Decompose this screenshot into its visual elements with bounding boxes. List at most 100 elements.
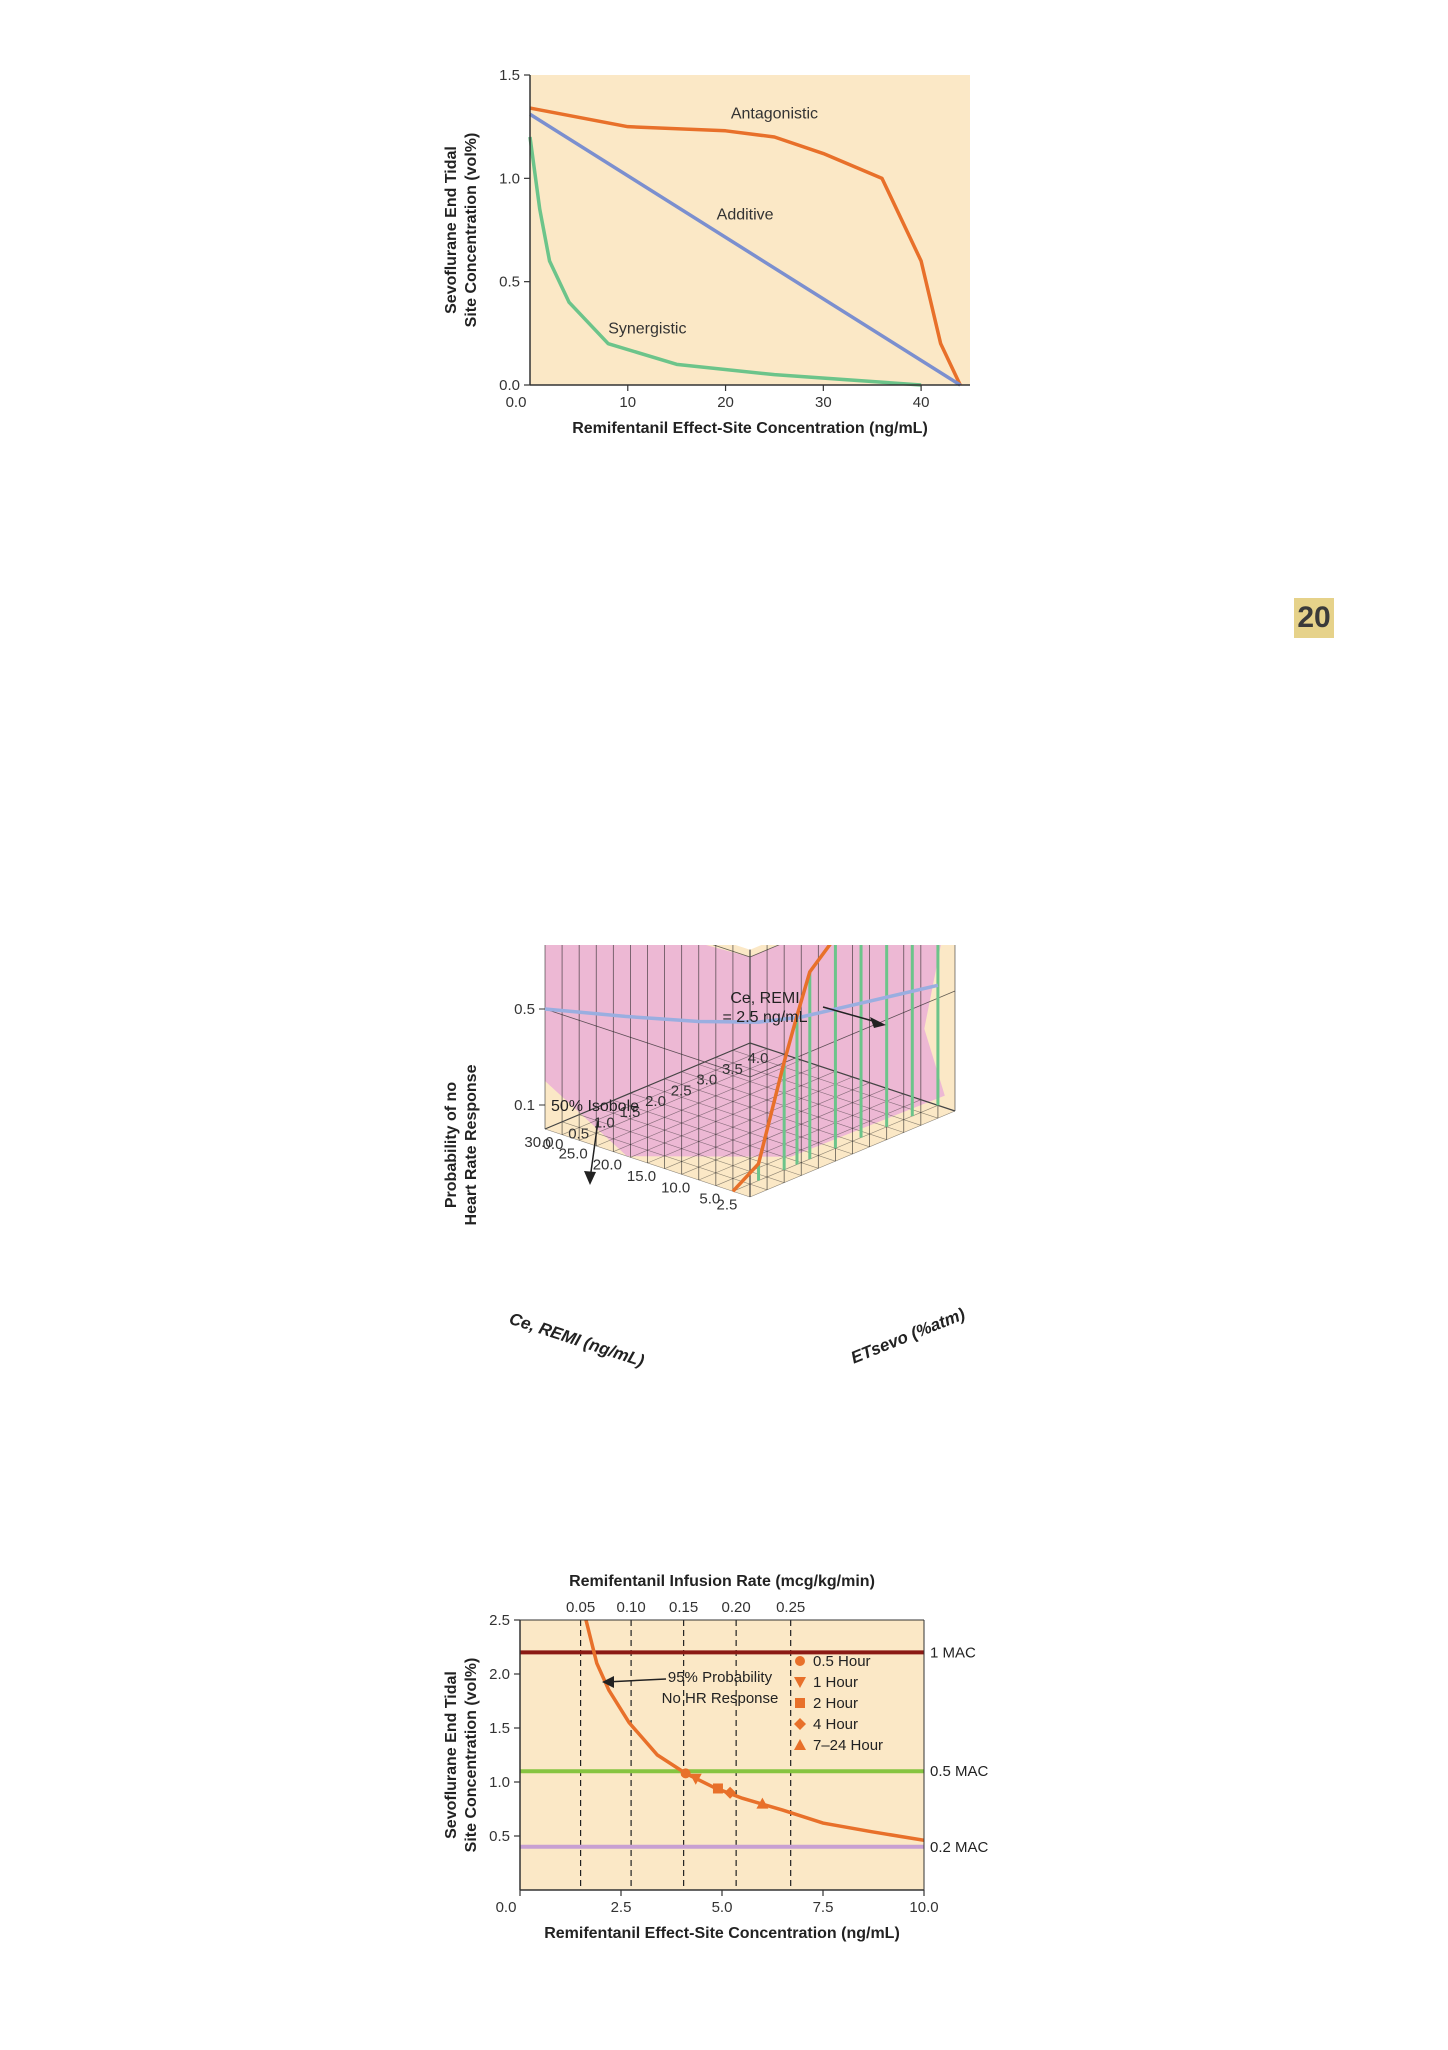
y-tick-label: 2.5 <box>489 1612 510 1629</box>
y-tick-label: 1.0 <box>489 1774 510 1791</box>
y-tick-label: 1.5 <box>499 67 520 84</box>
sevo-tick-label: 1.5 <box>619 1104 640 1121</box>
legend-marker-triangle-down <box>794 1677 806 1688</box>
x-tick-label: 5.0 <box>712 1899 733 1916</box>
sevo-tick-label: 3.0 <box>696 1072 717 1089</box>
legend-marker-square <box>795 1698 805 1708</box>
sevo-tick-label: 2.5 <box>671 1082 692 1099</box>
y-tick-label: 0.5 <box>499 274 520 291</box>
top-tick-label: 0.10 <box>616 1599 645 1616</box>
wall-grid-line <box>544 1008 751 1078</box>
remi-tick-label: 20.0 <box>593 1157 622 1174</box>
y-axis-label-line: Sevoflurane End Tidal <box>443 146 460 314</box>
legend-label: 2 Hour <box>813 1695 858 1712</box>
legend-label: 7–24 Hour <box>813 1737 883 1754</box>
remi-tick-label: 10.0 <box>661 1179 690 1196</box>
chart-interaction-isoboles: 0.0 0.5 1.0 1.5 10 20 30 40 0.0 Remifentanil Effe… <box>443 67 970 437</box>
mac-label: 0.2 MAC <box>930 1839 989 1856</box>
x-tick-label: 40 <box>913 394 930 411</box>
sevo-tick-label: 3.5 <box>722 1061 743 1078</box>
probability-curve <box>584 1620 924 1843</box>
y-tick-label: 1.5 <box>489 1720 510 1737</box>
y-axis-label-line: Site Concentration (vol%) <box>463 133 480 328</box>
y-tick-label: 0.0 <box>499 377 520 394</box>
data-point-circle <box>680 1768 691 1779</box>
x-tick-label: 10 <box>619 394 636 411</box>
sevo-tick-label: 0.0 <box>543 1136 564 1153</box>
floor-grid-line <box>544 1128 751 1198</box>
curve-annotation-line: = 2.5 ng/mL <box>723 1009 808 1026</box>
chart-response-surface: 0.10.50.91.030.025.020.015.010.05.02.50.… <box>443 945 968 1371</box>
x-tick-label: 20 <box>717 394 734 411</box>
isobole-annotation: 50% Isobole <box>551 1098 639 1115</box>
annotation-arrow <box>605 1678 667 1683</box>
plot-background <box>530 75 970 385</box>
sevo-tick-label: 2.0 <box>645 1093 666 1110</box>
probability-curve <box>731 945 832 1193</box>
y-axis-label-line: Site Concentration (vol%) <box>463 1658 480 1853</box>
z-axis-label-line: Heart Rate Response <box>463 1064 480 1225</box>
data-point-triangle-up <box>756 1797 769 1809</box>
x-tick-label: 0.0 <box>496 1899 517 1916</box>
sevo-tick-label: 0.5 <box>568 1125 589 1142</box>
z-tick-label: 0.1 <box>514 1097 535 1114</box>
remi-tick-label: 15.0 <box>627 1168 656 1185</box>
x-tick-label: 30 <box>815 394 832 411</box>
floor-grid-line <box>596 1107 802 1176</box>
curve-annotation-line: Ce, REMI <box>730 990 799 1007</box>
series-antagonistic-line <box>529 106 962 386</box>
x-tick-label-origin: 0.0 <box>506 394 527 411</box>
page-number-badge: 20 <box>1294 598 1334 638</box>
data-point-diamond <box>724 1786 737 1799</box>
curve-arrow <box>822 1006 881 1024</box>
legend-marker-diamond <box>794 1718 806 1730</box>
top-tick-label: 0.20 <box>722 1599 751 1616</box>
y-axis-label-line: Sevoflurane End Tidal <box>443 1671 460 1839</box>
wall-grid-line <box>712 945 751 958</box>
x-axis-label: Remifentanil Effect-Site Concentration (… <box>572 420 928 437</box>
x-tick-label: 7.5 <box>813 1899 834 1916</box>
series-annotation: Antagonistic <box>731 105 818 122</box>
top-tick-label: 0.05 <box>566 1599 595 1616</box>
annotation-arrowhead <box>602 1676 614 1688</box>
curve-annotation-line: No HR Response <box>662 1690 779 1707</box>
series-additive-line <box>529 112 962 387</box>
top-axis-label: Remifentanil Infusion Rate (mcg/kg/min) <box>569 1573 875 1590</box>
floor-grid-line <box>630 1092 836 1162</box>
curve-annotation-line: 95% Probability <box>668 1669 773 1686</box>
x-axis-label: Remifentanil Effect-Site Concentration (… <box>544 1925 900 1942</box>
series-annotation: Synergistic <box>608 320 686 337</box>
remi-tick-label: 30.0 <box>524 1134 553 1151</box>
x-tick-label: 2.5 <box>611 1899 632 1916</box>
sevo-tick-label: 4.0 <box>748 1050 769 1067</box>
x-tick-label: 10.0 <box>909 1899 938 1916</box>
front-edge <box>749 1042 956 1112</box>
series-annotation: Additive <box>717 207 774 224</box>
y-tick-label: 1.0 <box>499 170 520 187</box>
curve-arrowhead <box>870 1017 886 1028</box>
data-point-triangle-down <box>689 1773 702 1785</box>
data-point-square <box>712 1783 723 1794</box>
floor-grid-line <box>698 1064 904 1133</box>
remi-axis-label: Ce, REMI (ng/mL) <box>507 1309 647 1371</box>
remi-tick-label: 2.5 <box>716 1196 737 1213</box>
legend-marker-circle <box>795 1656 805 1666</box>
sevo-axis-label: ETsevo (%atm) <box>848 1304 968 1367</box>
mac-label: 0.5 MAC <box>930 1763 989 1780</box>
chart-mac-reduction: 0.05 0.10 0.15 0.20 0.25 Remifentanil Infusio… <box>443 1573 989 1942</box>
top-tick-label: 0.25 <box>776 1599 805 1616</box>
sevo-tick-label: 1.0 <box>594 1115 615 1132</box>
remi-tick-label: 25.0 <box>559 1145 588 1162</box>
legend-label: 4 Hour <box>813 1716 858 1733</box>
front-edge <box>544 1042 751 1130</box>
remi-tick-label: 5.0 <box>699 1191 720 1208</box>
legend-label: 0.5 Hour <box>813 1653 871 1670</box>
mac-label: 1 MAC <box>930 1644 976 1661</box>
top-tick-label: 0.15 <box>669 1599 698 1616</box>
y-tick-label: 2.0 <box>489 1666 510 1683</box>
isobole-arrowhead <box>584 1171 596 1185</box>
y-tick-label: 0.5 <box>489 1828 510 1845</box>
isobole-50-line <box>544 983 939 1024</box>
series-synergistic-line <box>528 136 922 387</box>
z-axis-label-line: Probability of no <box>443 1082 460 1208</box>
